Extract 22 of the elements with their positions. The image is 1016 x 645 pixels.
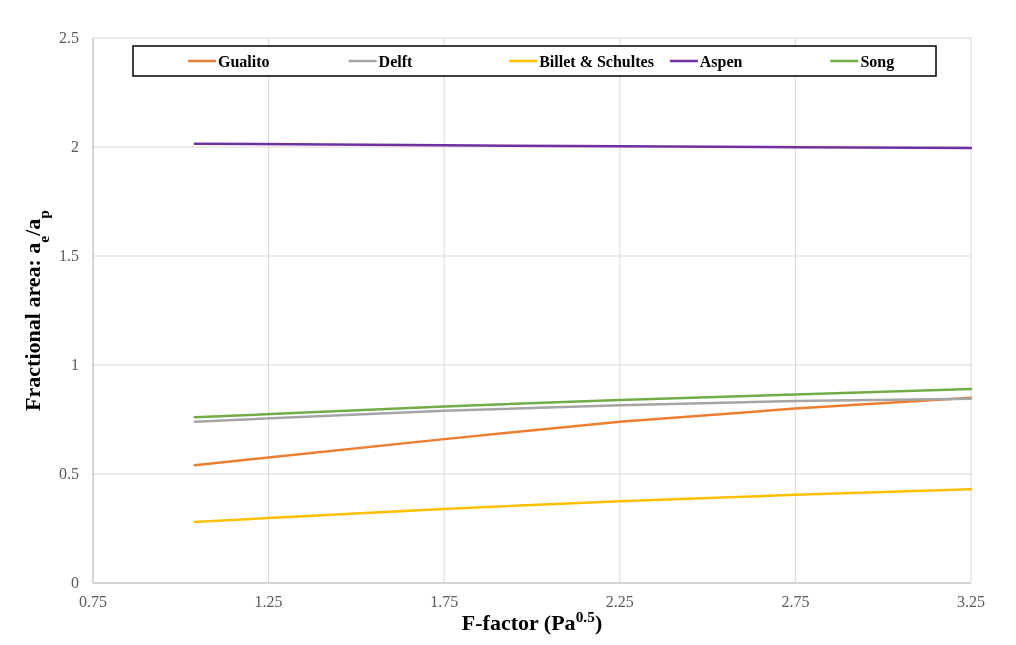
- x-tick-label: 1.25: [254, 593, 283, 610]
- x-tick-label: 3.25: [957, 593, 985, 610]
- x-tick-label: 2.25: [605, 593, 634, 610]
- line-series: [193, 387, 973, 419]
- legend-label: Billet & Schultes: [539, 53, 654, 70]
- y-tick-label: 1: [71, 356, 79, 373]
- x-tick-label: 0.75: [79, 593, 107, 610]
- x-axis-title: F-factor (Pa$^{0.5}$): [461, 607, 603, 635]
- legend-label: Gualito: [218, 53, 270, 70]
- line-series: [193, 396, 973, 467]
- x-tick-label: 1.75: [430, 593, 459, 610]
- y-tick-label: 0.5: [59, 465, 79, 482]
- x-tick-label: 2.75: [781, 593, 810, 610]
- legend-label: Song: [860, 53, 895, 71]
- line-series: [193, 397, 973, 423]
- y-tick-label: 2: [71, 138, 79, 155]
- y-tick-label: 0: [71, 574, 79, 591]
- y-tick-label: 2.5: [59, 29, 79, 46]
- line-series: [193, 488, 973, 524]
- y-tick-label: 1.5: [59, 247, 79, 264]
- legend-label: Aspen: [699, 53, 743, 71]
- legend-label: Delft: [378, 53, 414, 70]
